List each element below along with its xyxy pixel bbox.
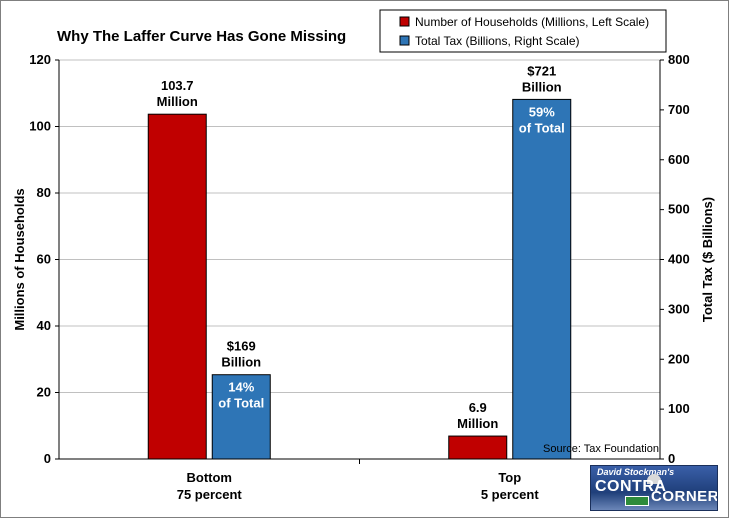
plot-area: 0 20 40 60 80 100 120 0 100 200 300 400 500 600 700 800…: [12, 52, 715, 502]
left-tick-label: 60: [37, 252, 51, 267]
right-tick-label: 500: [668, 202, 690, 217]
right-tick-label: 800: [668, 52, 690, 67]
right-tick-label: 400: [668, 252, 690, 267]
capitol-dome-icon: [647, 474, 661, 484]
street-sign-icon: [625, 496, 649, 506]
bar-data-label: Million: [157, 94, 198, 109]
source-annotation: Source: Tax Foundation: [543, 443, 659, 455]
left-tick-label: 20: [37, 385, 51, 400]
left-tick-label: 80: [37, 185, 51, 200]
left-tick-label: 100: [29, 119, 51, 134]
left-tick-label: 120: [29, 52, 51, 67]
y-axis-right-title: Total Tax ($ Billions): [700, 197, 715, 322]
right-tick-label: 200: [668, 351, 690, 366]
bar-data-label: 103.7: [161, 78, 194, 93]
bar-inner-label: 59%: [529, 104, 555, 119]
legend-box: [379, 9, 667, 53]
legend-entry: Total Tax (Billions, Right Scale): [415, 34, 580, 48]
bar-data-label: Billion: [522, 79, 562, 94]
logo-top-text: David Stockman's: [597, 467, 675, 477]
x-category-label: 5 percent: [481, 487, 539, 502]
logo-right-text: CORNER: [651, 488, 718, 505]
bar-data-label: Billion: [221, 355, 261, 370]
left-tick-label: 0: [44, 451, 51, 466]
logo-left-text: CONTRA: [595, 478, 667, 495]
bar-total-tax: [211, 374, 271, 460]
contra-corner-logo: David Stockman's CONTRA CORNER: [590, 465, 718, 511]
bar-total-tax: [512, 98, 572, 460]
x-category-label: Bottom: [187, 470, 233, 485]
right-tick-label: 0: [668, 451, 675, 466]
bar-inner-label: of Total: [218, 396, 264, 411]
bar-data-label: $169: [227, 339, 256, 354]
legend-swatch: [399, 35, 410, 46]
bar-data-label: 6.9: [469, 400, 487, 415]
right-tick-label: 600: [668, 152, 690, 167]
bar-data-label: $721: [527, 63, 556, 78]
bar-inner-label: of Total: [519, 120, 565, 135]
bar-households: [448, 435, 508, 460]
right-tick-label: 700: [668, 102, 690, 117]
legend-entry: Number of Households (Millions, Left Sca…: [415, 15, 649, 29]
bar-households: [147, 113, 207, 460]
x-category-label: Top: [498, 470, 521, 485]
left-tick-label: 40: [37, 318, 51, 333]
bar-data-label: Million: [457, 416, 498, 431]
right-tick-label: 100: [668, 401, 690, 416]
bar-inner-label: 14%: [228, 380, 254, 395]
legend: Number of Households (Millions, Left Sca…: [379, 9, 667, 53]
y-axis-left-title: Millions of Households: [12, 188, 27, 330]
chart-title: Why The Laffer Curve Has Gone Missing: [57, 28, 346, 45]
legend-swatch: [399, 16, 410, 27]
x-category-label: 75 percent: [177, 487, 243, 502]
right-tick-label: 300: [668, 301, 690, 316]
